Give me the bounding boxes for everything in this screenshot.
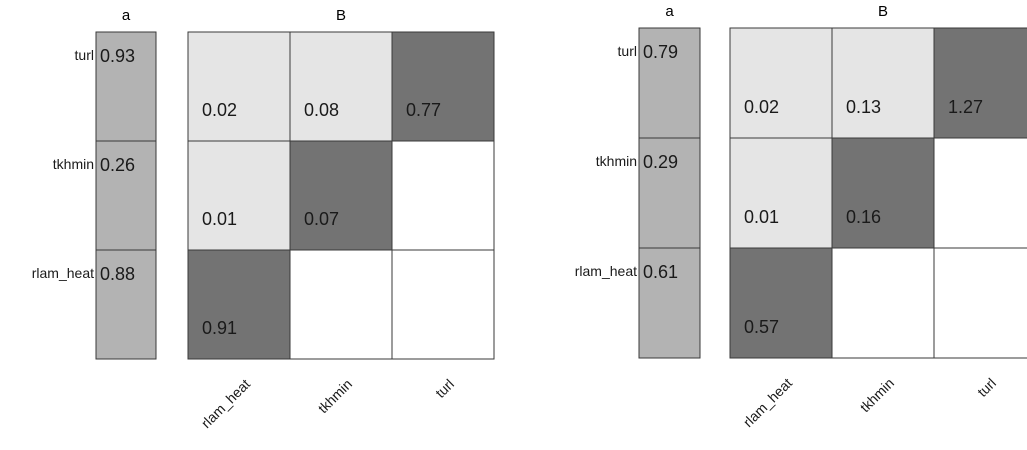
- b-cell-value: 0.77: [406, 100, 441, 120]
- a-cell-value: 0.29: [643, 152, 678, 172]
- a-cell-value: 0.88: [100, 264, 135, 284]
- b-cell: [391, 31, 495, 142]
- b-cell-value: 0.01: [202, 209, 237, 229]
- row-label: rlam_heat: [32, 265, 94, 281]
- b-cell: [289, 249, 393, 360]
- panel-2: a B 0.79 turl 0.29 tkhmin 0.61 rlam_heat 0.02 0.1…: [575, 3, 1027, 430]
- b-cell: [933, 27, 1027, 139]
- b-cell: [831, 27, 935, 139]
- row-label: turl: [618, 43, 637, 59]
- title-a: a: [122, 7, 131, 24]
- column-label: rlam_heat: [740, 375, 795, 430]
- a-cell: [95, 249, 157, 360]
- b-cell: [391, 249, 495, 360]
- b-cell: [187, 249, 291, 360]
- title-b: B: [878, 3, 888, 20]
- b-cell-value: 0.08: [304, 100, 339, 120]
- b-cell: [729, 27, 833, 139]
- b-cell-value: 0.57: [744, 317, 779, 337]
- row-label: rlam_heat: [575, 263, 637, 279]
- a-cell: [95, 140, 157, 251]
- title-b: B: [336, 7, 346, 24]
- b-cell: [933, 247, 1027, 359]
- b-cell-value: 0.91: [202, 318, 237, 338]
- a-cell-value: 0.61: [643, 262, 678, 282]
- panel-1: a B 0.93 turl 0.26 tkhmin 0.88 rlam_heat 0.02 0.0…: [32, 7, 495, 431]
- row-label: tkhmin: [596, 153, 637, 169]
- a-cell: [95, 31, 157, 142]
- a-cell-value: 0.93: [100, 46, 135, 66]
- column-label: rlam_heat: [198, 376, 253, 431]
- b-cell-value: 1.27: [948, 97, 983, 117]
- b-cell-value: 0.01: [744, 207, 779, 227]
- a-cell-value: 0.79: [643, 42, 678, 62]
- b-cell: [289, 31, 393, 142]
- b-cell: [187, 140, 291, 251]
- row-label: turl: [75, 47, 94, 63]
- b-cell: [831, 137, 935, 249]
- b-cell: [391, 140, 495, 251]
- a-cell-value: 0.26: [100, 155, 135, 175]
- b-cell: [729, 247, 833, 359]
- a-cell: [638, 247, 701, 359]
- row-label: tkhmin: [53, 156, 94, 172]
- b-cell: [831, 247, 935, 359]
- b-cell: [187, 31, 291, 142]
- b-cell: [729, 137, 833, 249]
- a-cell: [638, 137, 701, 249]
- b-cell-value: 0.16: [846, 207, 881, 227]
- column-label: tkhmin: [857, 375, 897, 415]
- b-cell-value: 0.02: [202, 100, 237, 120]
- column-label: turl: [974, 375, 999, 400]
- b-cell: [289, 140, 393, 251]
- column-label: tkhmin: [315, 376, 355, 416]
- b-cell-value: 0.07: [304, 209, 339, 229]
- title-a: a: [665, 3, 674, 20]
- column-label: turl: [432, 376, 457, 401]
- b-cell-value: 0.02: [744, 97, 779, 117]
- b-cell-value: 0.13: [846, 97, 881, 117]
- a-cell: [638, 27, 701, 139]
- b-cell: [933, 137, 1027, 249]
